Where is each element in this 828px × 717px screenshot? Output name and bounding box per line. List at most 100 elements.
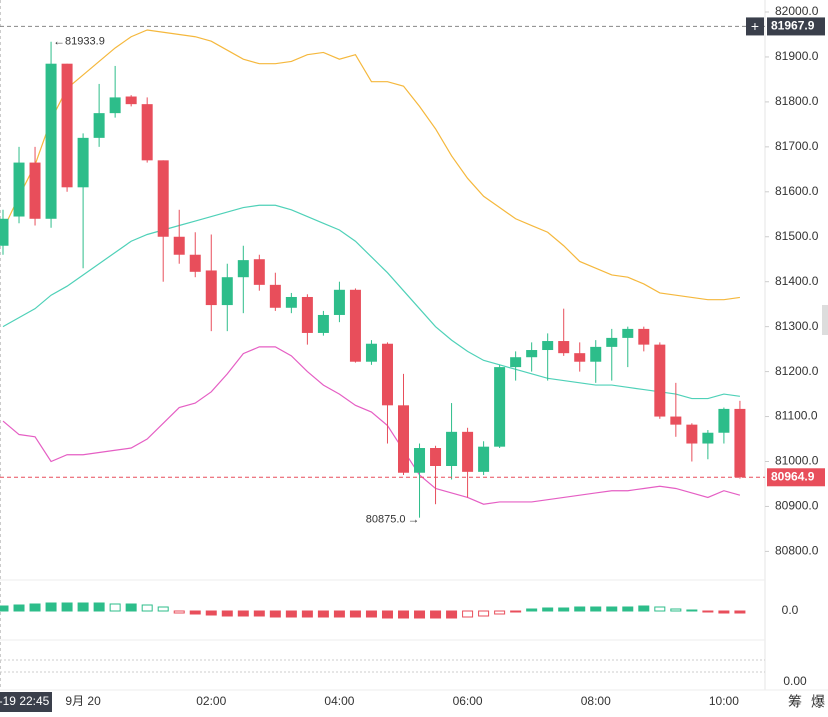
candle-body [237,260,249,278]
x-tick-label: 08:00 [581,694,611,708]
macd-bar [301,610,313,618]
macd-bar [29,603,41,612]
macd-bar [638,605,650,612]
candle-body [430,448,442,466]
candle-body [654,344,666,417]
x-tick-label: -19 22:45 [0,694,50,708]
candle-body [301,296,313,333]
macd-bar [398,610,409,619]
macd-bar [221,610,233,617]
candle-body [510,357,522,368]
macd-bar [558,607,570,612]
y-tick-label: 81500.0 [775,229,819,243]
macd-bar [606,606,618,612]
x-crosshair-box [0,692,52,712]
candle-body [381,343,393,406]
candle-body [670,416,682,425]
macd-bar [702,610,714,613]
band-line [2,29,741,301]
y-tick-label: 80900.0 [775,499,819,513]
macd-zero-label: 0.0 [782,603,799,617]
macd-bar [686,609,698,612]
y-tick-label: 81300.0 [775,319,819,333]
candle-body [333,289,345,315]
macd-bar [414,610,426,619]
candle-body [494,367,506,447]
macd-bar [45,602,57,612]
candle-body [734,408,746,478]
macd-bar [670,608,682,612]
candle-body [622,328,634,338]
candle-body [606,337,618,347]
macd-bar [365,610,377,618]
price-tag [767,17,825,36]
candle-body [189,254,201,272]
candle-body [349,289,361,362]
candle-body [61,63,73,188]
macd-bar [574,606,586,612]
macd-bar [333,610,345,618]
crosshair-plus-box [746,17,764,36]
macd-bar [494,610,506,615]
price-tag [767,468,825,487]
macd-bar [622,606,634,612]
macd-bar [109,603,121,612]
macd-bar [462,610,474,618]
macd-bar [141,604,153,612]
candle-body [269,284,281,308]
macd-bar [61,602,73,612]
candle-body [542,341,554,351]
annotation: 81933.9 [65,36,105,48]
candle-body [638,328,650,345]
macd-bar [173,610,185,614]
macd-bar [542,607,554,612]
y-tick-label: 80800.0 [775,544,819,558]
x-tick-label: 10:00 [709,694,739,708]
x-tick-label: 02:00 [196,694,226,708]
candle-body [558,341,570,354]
candle-body [0,218,9,246]
annotation-arrow: → [408,512,420,526]
annotation-arrow: ← [53,34,65,48]
candle-body [29,162,41,219]
candle-body [109,97,121,114]
candle-body [77,137,89,188]
macd-bar [654,606,666,612]
macd-bar [189,610,201,615]
y-tick-label: 81900.0 [775,49,819,63]
icon[interactable]: 爆 [811,694,825,710]
macd-bar [526,608,538,612]
y-tick-label: 81200.0 [775,364,819,378]
macd-bar [0,605,9,612]
candle-body [285,296,297,308]
macd-bar [285,610,297,618]
y-tick-label: 81800.0 [775,94,819,108]
candle-body [414,448,426,473]
y-tick-label: 81700.0 [775,139,819,153]
side-handle[interactable] [822,305,828,335]
macd-bar [510,610,522,613]
macd-bar [237,610,249,617]
y-tick-label: 81600.0 [775,184,819,198]
candle-body [365,343,377,362]
y-tick-label: 81000.0 [775,454,819,468]
candle-body [45,63,57,219]
candle-body [125,96,137,105]
candle-body [253,259,265,285]
candle-body [13,162,25,217]
annotation: 80875.0 [366,514,406,526]
icon[interactable]: 筹 [788,694,802,710]
candle-body [702,432,714,444]
macd-bar [317,610,329,618]
candle-body [221,277,233,306]
candle-body [173,236,185,255]
candle-body [574,353,586,362]
y-tick-label: 81100.0 [775,409,818,423]
x-tick-label: 06:00 [453,694,483,708]
candle-body [590,346,602,362]
candle-body [478,446,490,472]
y-tick-label: 81400.0 [775,274,819,288]
candle-body [462,431,474,472]
macd-bar [718,610,730,614]
